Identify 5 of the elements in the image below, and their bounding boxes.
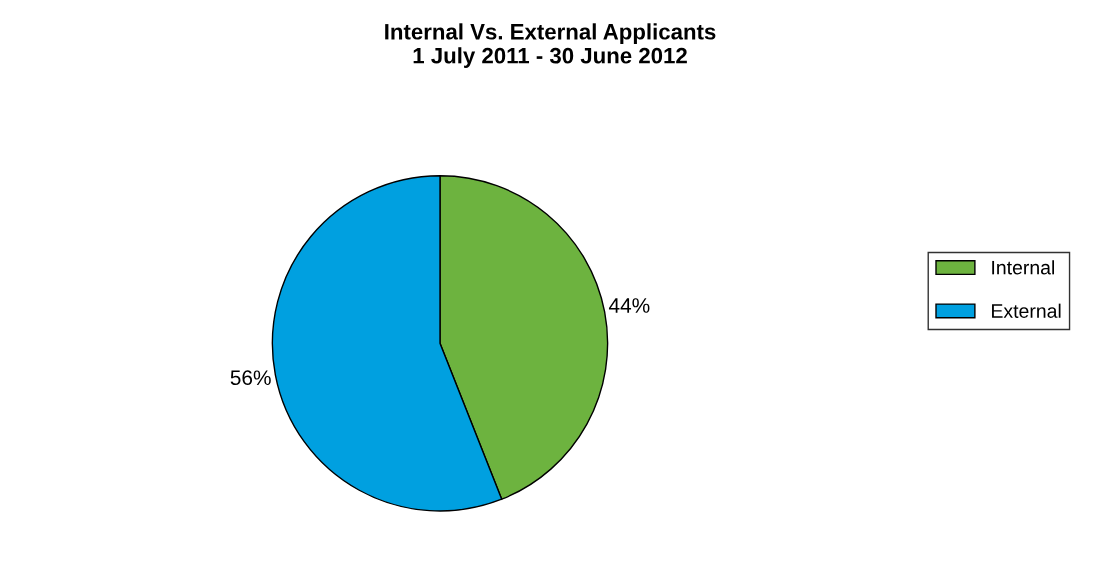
data-label: 44% [608,298,650,313]
chart-title: Internal Vs. External Applicants 1 July 2011 - 30 June 2012 [385,23,716,68]
data-label: 56% [230,370,271,386]
legend-label: Internal [992,260,1054,275]
legend-label: External [992,303,1061,318]
